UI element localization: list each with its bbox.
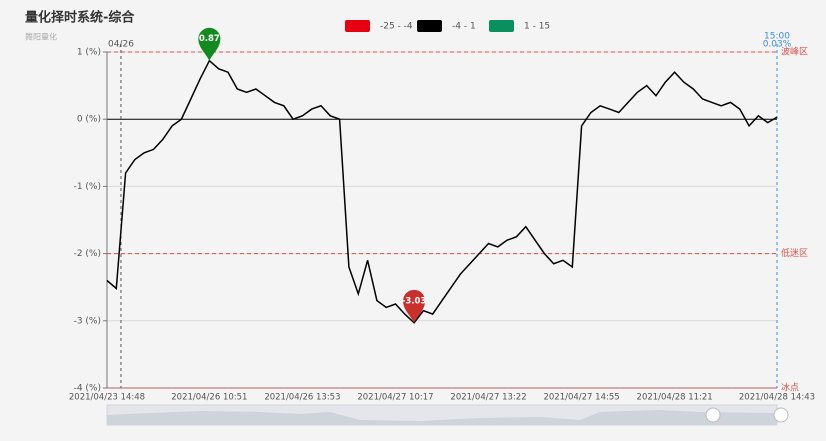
x-tick-label: 2021/04/27 13:22 [450, 393, 526, 403]
legend-swatch [345, 20, 370, 32]
y-tick-label: -1 (%) [74, 182, 101, 192]
y-tick-label: 0 (%) [77, 115, 101, 125]
x-tick-label: 2021/04/28 14:43 [739, 393, 815, 403]
zoom-handle[interactable] [773, 407, 789, 423]
markpoint-pin [198, 27, 221, 61]
y-tick-label: 1 (%) [77, 48, 101, 58]
y-tick-label: -2 (%) [74, 249, 101, 259]
chart-subtitle: 舞阳量化 [25, 32, 57, 42]
y-tick-label: -4 (%) [74, 384, 101, 394]
zoom-handle[interactable] [705, 407, 721, 423]
last-time-label: 15:00 [764, 32, 790, 42]
x-tick-label: 2021/04/28 11:21 [637, 393, 713, 403]
markpoint-label: -3.03 [402, 296, 427, 306]
mark-line-label: 波峰区 [781, 46, 808, 58]
zoom-thumbnail [107, 410, 777, 425]
legend-swatch [489, 20, 514, 32]
day-marker-label: 04/26 [108, 40, 134, 50]
y-tick-label: -3 (%) [74, 316, 101, 326]
last-value-label: 0.03% [763, 40, 792, 50]
legend-label: -25 - -4 [380, 22, 413, 32]
mark-line-label: 低迷区 [781, 247, 808, 259]
x-tick-label: 2021/04/23 14:48 [69, 393, 145, 403]
markpoint-pin [403, 289, 426, 323]
chart-title: 量化择时系统-综合 [25, 10, 135, 26]
legend-swatch [417, 20, 442, 32]
legend-label: 1 - 15 [524, 22, 550, 32]
x-tick-label: 2021/04/27 14:55 [543, 393, 619, 403]
legend-label: -4 - 1 [452, 22, 476, 32]
line [106, 59, 778, 324]
x-tick-label: 2021/04/27 10:17 [357, 393, 433, 403]
markpoint-label: 0.87 [199, 34, 220, 44]
x-tick-label: 2021/04/26 10:51 [171, 393, 247, 403]
x-tick-label: 2021/04/26 13:53 [264, 393, 340, 403]
mark-line-label: 冰点 [781, 382, 799, 394]
